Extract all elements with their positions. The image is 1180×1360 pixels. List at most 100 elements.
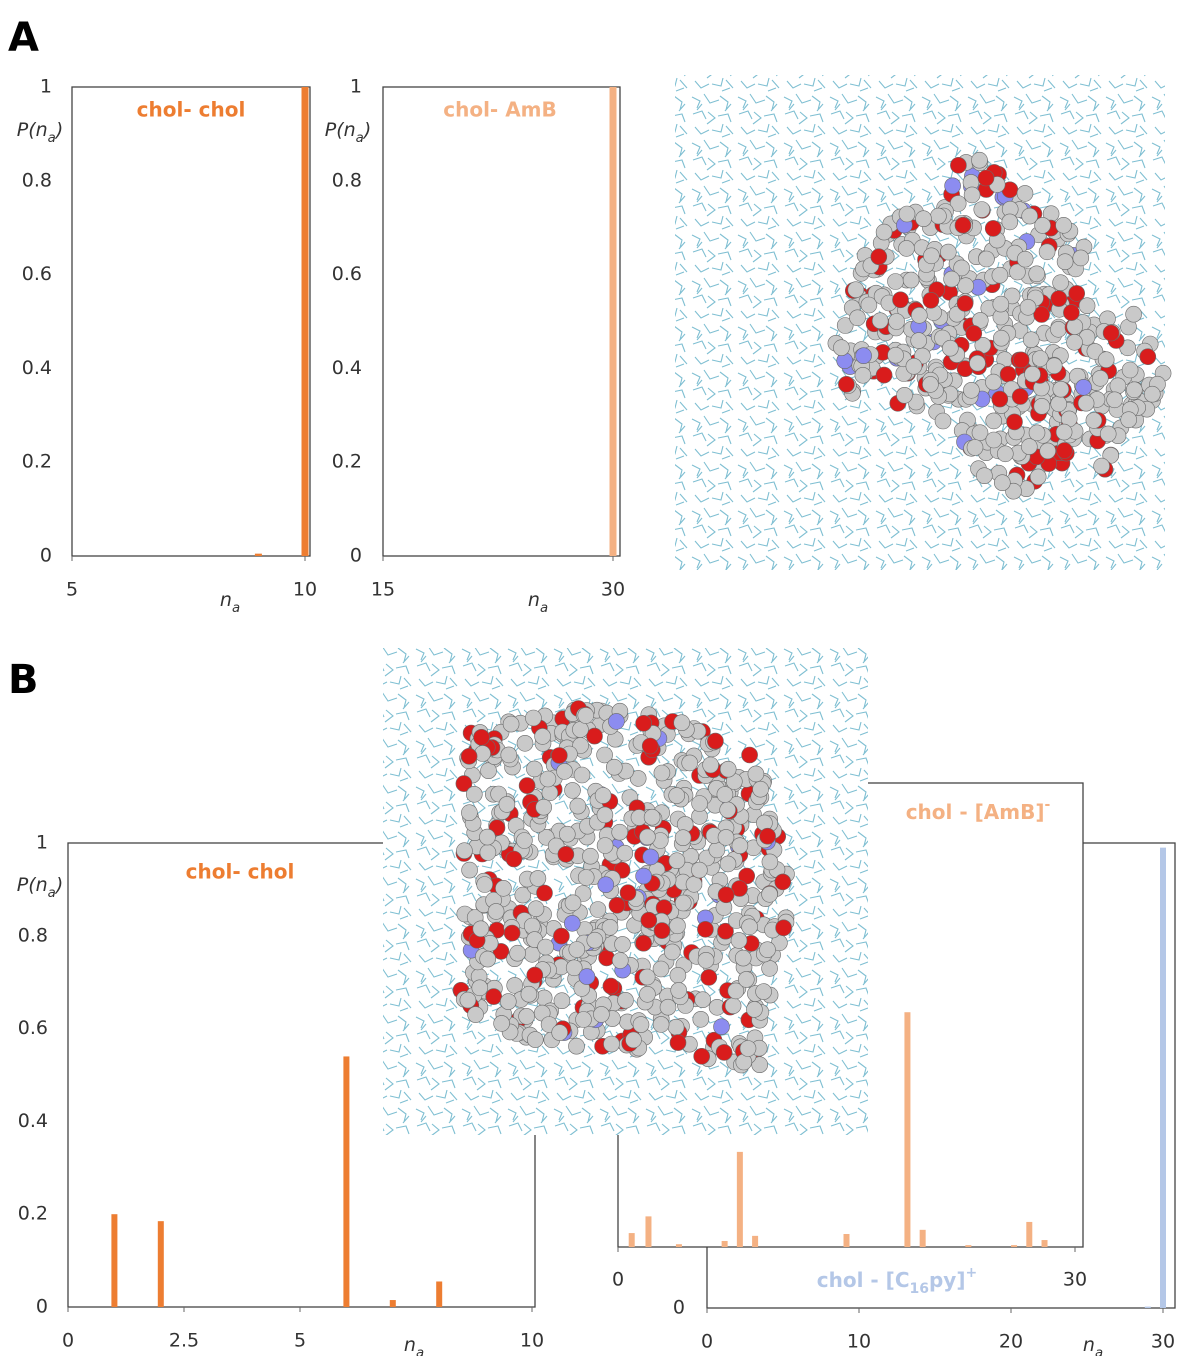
atom: [471, 979, 489, 997]
atom: [922, 291, 940, 309]
atom: [1106, 391, 1123, 409]
atom: [759, 941, 776, 959]
atom: [738, 867, 756, 885]
atom: [992, 329, 1010, 347]
atom: [966, 439, 984, 456]
atom: [833, 339, 850, 357]
atom: [697, 951, 715, 969]
y-tick-label: 0.2: [332, 451, 362, 473]
atom: [1066, 318, 1084, 335]
atom: [518, 1008, 535, 1025]
atom: [875, 366, 893, 384]
atom: [939, 243, 957, 261]
atom: [870, 248, 888, 266]
atom: [605, 758, 623, 776]
atom: [977, 169, 995, 187]
molecule-image: [675, 75, 1172, 570]
atom: [500, 746, 518, 764]
atom: [502, 715, 520, 733]
y-tick-label: 0: [40, 545, 52, 567]
y-tick-label: 0.8: [18, 924, 48, 946]
atom: [568, 1037, 585, 1055]
atom: [641, 737, 659, 755]
y-tick-label: 0.8: [22, 169, 52, 191]
chart-title: chol- chol: [137, 98, 246, 122]
atom: [1050, 320, 1067, 338]
atom: [713, 1018, 730, 1035]
atom: [702, 756, 719, 774]
atom: [847, 281, 865, 299]
atom: [681, 754, 699, 772]
x-axis-label-part: n: [220, 589, 232, 611]
atom: [934, 412, 952, 430]
atom: [697, 920, 714, 938]
atom: [541, 784, 559, 802]
atom: [597, 876, 615, 894]
atom: [1072, 249, 1090, 267]
atom: [652, 1016, 670, 1033]
bar: [1144, 1306, 1151, 1308]
atom: [999, 365, 1017, 383]
atom: [558, 825, 576, 843]
atom: [506, 977, 524, 994]
atom: [1050, 290, 1068, 307]
x-axis-label: na: [220, 589, 240, 616]
atom: [1102, 324, 1120, 342]
atom: [898, 205, 916, 223]
atom: [896, 386, 913, 404]
atom: [1068, 285, 1085, 302]
atom: [1022, 331, 1040, 349]
atom: [887, 273, 904, 290]
x-axis-label-part: a: [416, 1346, 424, 1357]
atom: [529, 870, 547, 887]
atom: [761, 960, 778, 977]
atom: [617, 991, 634, 1009]
atom: [693, 1048, 711, 1065]
x-tick-label: 10: [847, 1331, 871, 1353]
atom: [871, 312, 889, 330]
atom: [898, 240, 915, 257]
atom: [1126, 381, 1143, 399]
atom: [1144, 385, 1161, 403]
panel-label: A: [8, 15, 39, 61]
atom: [669, 1034, 687, 1051]
atom: [1093, 457, 1110, 475]
atom: [582, 847, 599, 865]
atom: [551, 1024, 569, 1041]
atom: [1016, 250, 1034, 268]
y-tick-label: 0.6: [18, 1017, 48, 1039]
x-tick-label: 20: [999, 1331, 1023, 1353]
y-tick-label: 0.6: [332, 263, 362, 285]
atom: [663, 943, 681, 961]
y-tick-label: 0.6: [22, 263, 52, 285]
x-tick-label: 0: [612, 1269, 624, 1291]
atom: [746, 1001, 763, 1018]
atom: [1077, 394, 1095, 412]
atom: [520, 985, 538, 1003]
atom: [751, 1056, 769, 1073]
atom: [589, 901, 607, 918]
atom: [707, 732, 724, 750]
atom: [719, 760, 737, 778]
atom: [1055, 423, 1073, 441]
y-axis-label: P(na): [17, 874, 64, 901]
atom: [667, 1018, 685, 1036]
atom: [608, 896, 626, 914]
atom: [965, 325, 983, 342]
atom: [602, 977, 620, 995]
x-tick-label: 30: [601, 579, 625, 601]
atom: [1075, 378, 1092, 396]
atom: [619, 884, 637, 902]
atom: [1121, 361, 1139, 379]
x-axis-label: na: [404, 1334, 424, 1357]
atom: [854, 366, 872, 384]
atom: [838, 375, 855, 393]
bar: [965, 1245, 972, 1247]
atom: [1006, 413, 1023, 431]
atom: [553, 927, 570, 945]
atom: [572, 721, 589, 738]
